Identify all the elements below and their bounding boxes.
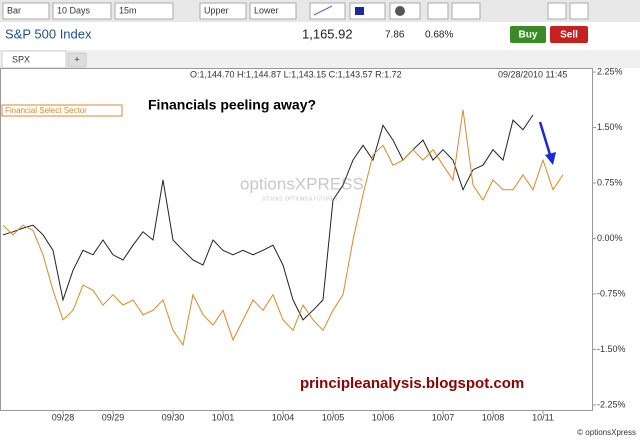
toolbar-dropdown[interactable] bbox=[52, 2, 112, 20]
x-tick-label: 10/06 bbox=[372, 412, 395, 422]
toolbar-label[interactable]: Lower bbox=[254, 5, 279, 15]
x-tick-label: 10/05 bbox=[322, 412, 345, 422]
plot-area bbox=[0, 68, 593, 411]
buy-button[interactable] bbox=[510, 26, 546, 43]
header-title: S&P 500 Index bbox=[5, 26, 92, 41]
annotation: principleanalysis.blogspot.com bbox=[300, 375, 524, 392]
x-tick-label: 09/28 bbox=[52, 412, 75, 422]
change-pct: 0.68% bbox=[425, 30, 453, 41]
toolbar-label[interactable]: 10 Days bbox=[57, 5, 91, 15]
price: 1,165.92 bbox=[302, 26, 353, 41]
y-tick-label: -0.75% bbox=[597, 288, 626, 298]
toolbar-dropdown[interactable] bbox=[2, 2, 50, 20]
add-tab-label[interactable]: + bbox=[74, 54, 79, 64]
toolbar-dropdown[interactable] bbox=[249, 2, 297, 20]
y-tick-label: 2.25% bbox=[597, 66, 623, 76]
chart-title: Financials peeling away? bbox=[148, 97, 316, 113]
y-tick-label: 0.00% bbox=[597, 233, 623, 243]
y-tick-label: 0.75% bbox=[597, 177, 623, 187]
tab-bar bbox=[0, 50, 640, 68]
y-tick-label: -1.50% bbox=[597, 344, 626, 354]
x-tick-label: 10/04 bbox=[272, 412, 295, 422]
sell-label[interactable]: Sell bbox=[560, 30, 578, 41]
x-tick-label: 10/11 bbox=[532, 412, 554, 422]
series-line bbox=[2, 109, 564, 347]
toolbar-label[interactable]: Upper bbox=[204, 5, 229, 15]
sell-button[interactable] bbox=[550, 26, 588, 43]
toolbar-label[interactable]: Bar bbox=[7, 5, 21, 15]
legend-label: Financial Select Sector bbox=[5, 106, 87, 115]
ohlc: O:1,144.70 H:1,144.87 L:1,143.15 C:1,143… bbox=[190, 69, 402, 79]
y-tick-label: 1.50% bbox=[597, 122, 623, 132]
x-tick-label: 10/01 bbox=[212, 412, 235, 422]
legend bbox=[1, 104, 123, 117]
tab-label[interactable]: SPX bbox=[12, 54, 30, 64]
series-line bbox=[2, 114, 534, 321]
x-tick-label: 09/30 bbox=[162, 412, 185, 422]
arrow bbox=[538, 121, 556, 165]
x-tick-label: 10/08 bbox=[482, 412, 505, 422]
change: 7.86 bbox=[385, 30, 405, 41]
footer: © optionsXpress bbox=[577, 428, 636, 437]
toolbar-dropdown[interactable] bbox=[114, 2, 174, 20]
x-tick-label: 09/29 bbox=[102, 412, 125, 422]
x-tick-label: 10/07 bbox=[432, 412, 455, 422]
y-tick-label: -2.25% bbox=[597, 399, 626, 409]
toolbar-dropdown[interactable] bbox=[199, 2, 247, 20]
toolbar-label[interactable]: 15m bbox=[119, 5, 137, 15]
watermark: optionsXPRESS bbox=[240, 174, 364, 193]
add-tab[interactable] bbox=[67, 52, 87, 68]
timestamp: 09/28/2010 11:45 bbox=[498, 69, 567, 79]
watermark-sub: STOCKS, OPTIONS & FUTURES bbox=[262, 196, 338, 202]
toolbar-icons bbox=[309, 2, 589, 20]
buy-label[interactable]: Buy bbox=[519, 30, 538, 41]
